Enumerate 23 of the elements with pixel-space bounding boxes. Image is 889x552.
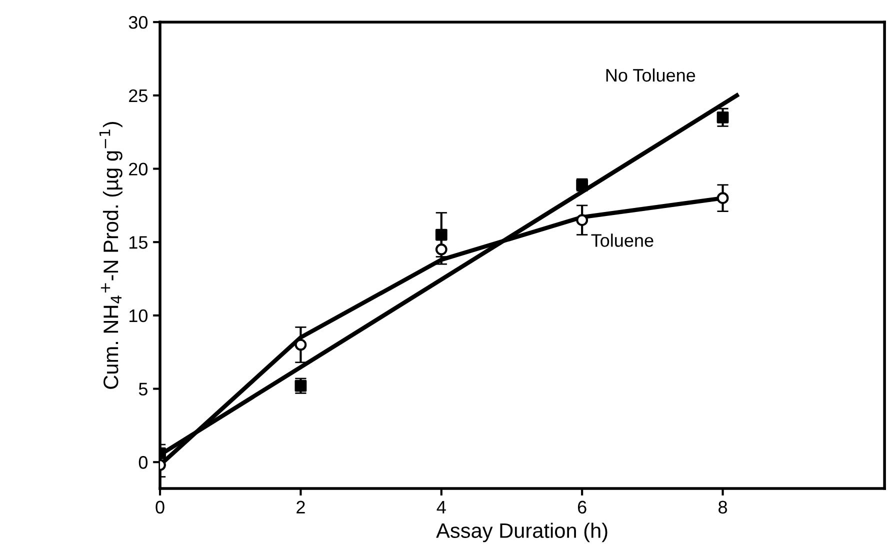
point (294, 380, 307, 392)
x-axis-title: Assay Duration (h) (436, 522, 608, 542)
y-tick-label: 5 (138, 382, 148, 396)
y-tick-label: 10 (130, 309, 148, 322)
x-tick-label: 2 (296, 500, 305, 514)
y-tick-label: 20 (129, 162, 148, 176)
x-tick-label: 0 (156, 500, 164, 514)
y-tick-label: 30 (128, 16, 148, 29)
x-tick-label: 6 (578, 500, 586, 514)
y-axis-title: Cum. NH$_{4}$$^{+}$-N Prod. (µg g$^{−1}$) (99, 122, 122, 389)
point (716, 111, 729, 124)
point (576, 214, 588, 226)
point (435, 243, 448, 256)
point (294, 338, 307, 351)
y-tick-label: 0 (138, 456, 148, 469)
series-label: No Toluene (606, 68, 696, 82)
y-tick-label: 25 (129, 89, 148, 102)
point (435, 228, 448, 241)
series-label: Toluene (591, 234, 654, 247)
y-tick-label: 15 (130, 236, 148, 249)
point (716, 192, 729, 204)
x-tick-label: 4 (436, 500, 446, 514)
x-tick-label: 8 (718, 500, 727, 514)
